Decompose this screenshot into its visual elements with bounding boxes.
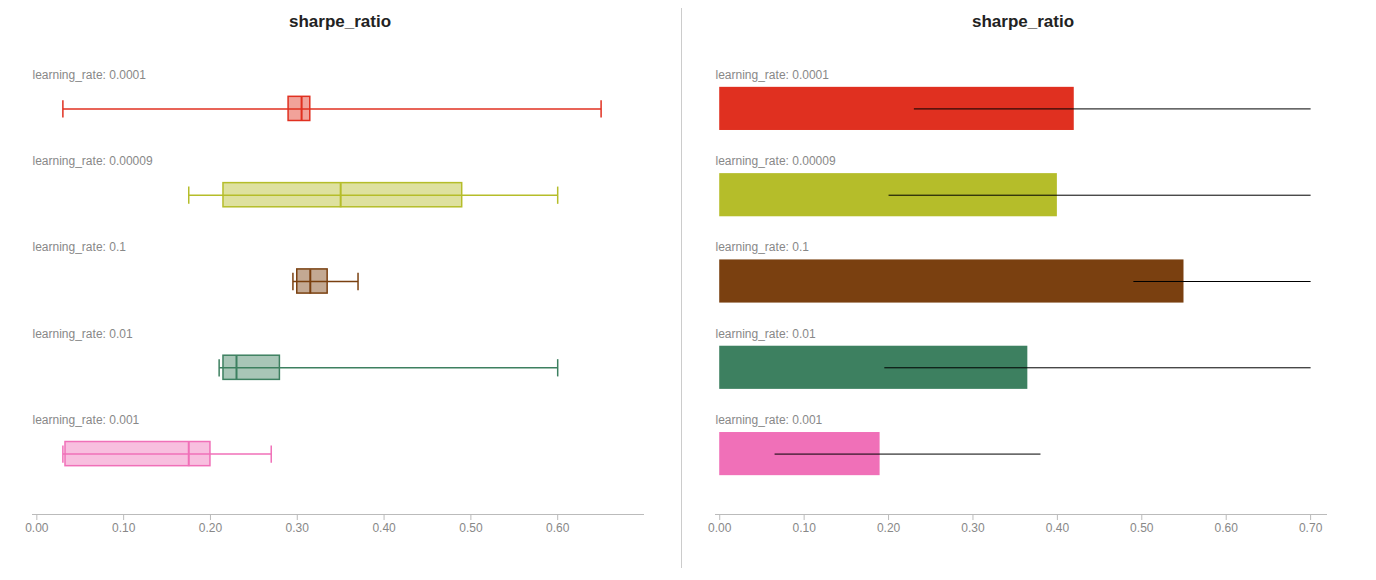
svg-text:0.60: 0.60 (546, 521, 570, 535)
svg-text:0.30: 0.30 (961, 521, 985, 535)
svg-text:learning_rate: 0.01: learning_rate: 0.01 (33, 327, 133, 341)
svg-text:0.40: 0.40 (1046, 521, 1070, 535)
svg-text:0.30: 0.30 (286, 521, 310, 535)
svg-text:0.50: 0.50 (1130, 521, 1154, 535)
svg-text:0.20: 0.20 (877, 521, 901, 535)
svg-text:0.70: 0.70 (1299, 521, 1323, 535)
svg-text:learning_rate: 0.0001: learning_rate: 0.0001 (716, 68, 830, 82)
svg-text:0.00: 0.00 (25, 521, 49, 535)
svg-text:learning_rate: 0.00009: learning_rate: 0.00009 (33, 154, 153, 168)
svg-text:learning_rate: 0.1: learning_rate: 0.1 (33, 240, 127, 254)
svg-text:0.60: 0.60 (1215, 521, 1239, 535)
svg-text:0.10: 0.10 (792, 521, 816, 535)
svg-text:0.00: 0.00 (708, 521, 732, 535)
svg-text:0.40: 0.40 (372, 521, 396, 535)
html-text:sharpe_ratio: sharpe_ratio (972, 12, 1074, 31)
html-text:sharpe_ratio: sharpe_ratio (289, 12, 391, 31)
svg-text:0.50: 0.50 (459, 521, 483, 535)
svg-text:learning_rate: 0.001: learning_rate: 0.001 (33, 413, 140, 427)
svg-text:learning_rate: 0.00009: learning_rate: 0.00009 (716, 154, 836, 168)
svg-text:learning_rate: 0.001: learning_rate: 0.001 (716, 413, 823, 427)
svg-text:learning_rate: 0.0001: learning_rate: 0.0001 (33, 68, 147, 82)
svg-text:learning_rate: 0.01: learning_rate: 0.01 (716, 327, 816, 341)
svg-text:learning_rate: 0.1: learning_rate: 0.1 (716, 240, 810, 254)
svg-text:0.20: 0.20 (199, 521, 223, 535)
svg-text:0.10: 0.10 (112, 521, 136, 535)
